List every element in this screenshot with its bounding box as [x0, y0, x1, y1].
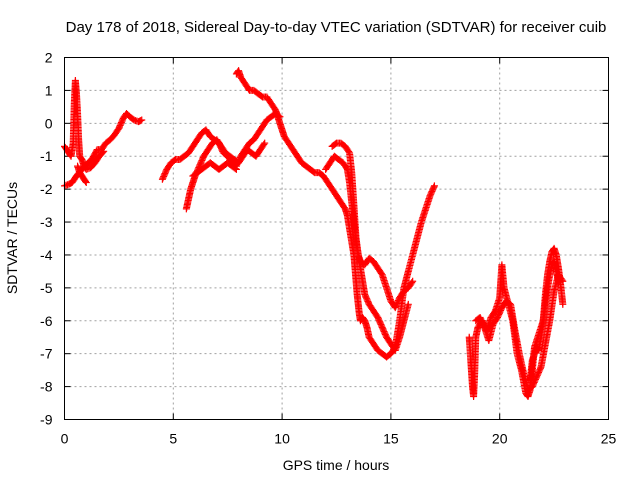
data-point-marker	[232, 165, 240, 173]
x-tick-label: 5	[169, 431, 177, 447]
y-tick-label: -4	[40, 247, 53, 263]
data-point-marker	[260, 140, 268, 148]
data-point-marker	[82, 179, 90, 187]
plot-frame	[64, 57, 609, 420]
data-point-marker	[408, 279, 416, 287]
data-point-marker	[100, 147, 108, 155]
y-tick-label: -7	[40, 346, 53, 362]
x-tick-label: 25	[601, 431, 617, 447]
x-tick-label: 0	[61, 431, 69, 447]
series-arc-1c	[74, 162, 90, 187]
data-point-marker	[559, 300, 567, 308]
data-point-marker	[231, 165, 239, 173]
data-point-marker	[404, 300, 412, 308]
series-arc-3c	[526, 258, 562, 384]
y-axis-title: SDTVAR / TECUs	[4, 182, 20, 294]
y-tick-label: 1	[45, 82, 53, 98]
y-tick-label: -6	[40, 313, 53, 329]
series-arc-2f	[322, 152, 417, 312]
y-tick-label: -2	[40, 181, 53, 197]
series-arc-2b	[182, 136, 269, 213]
data-point-marker	[430, 182, 438, 190]
data-point-marker	[82, 177, 90, 185]
y-tick-label: -9	[40, 412, 53, 428]
data-point-marker	[99, 148, 107, 156]
y-tick-label: -5	[40, 280, 53, 296]
data-point-marker	[536, 364, 544, 372]
grid	[64, 57, 609, 420]
x-tick-label: 15	[383, 431, 399, 447]
data-point-marker	[409, 277, 417, 285]
data-series	[61, 67, 567, 400]
y-tick-label: 0	[45, 115, 53, 131]
series-arc-1b	[61, 77, 108, 173]
chart-title: Day 178 of 2018, Sidereal Day-to-day VTE…	[66, 19, 607, 36]
series-arc-1a	[61, 109, 146, 190]
series-arc-3b	[472, 271, 567, 394]
y-tick-label: -1	[40, 148, 53, 164]
data-point-marker	[138, 116, 146, 124]
data-point-marker	[261, 139, 269, 147]
data-point-marker	[554, 277, 562, 285]
x-tick-label: 10	[274, 431, 290, 447]
data-point-marker	[430, 183, 438, 191]
y-tick-label: -8	[40, 379, 53, 395]
y-tick-label: -3	[40, 214, 53, 230]
y-tick-label: 2	[45, 50, 53, 66]
series-arc-2c	[189, 159, 240, 180]
x-axis-title: GPS time / hours	[283, 457, 390, 473]
x-tick-label: 20	[492, 431, 508, 447]
